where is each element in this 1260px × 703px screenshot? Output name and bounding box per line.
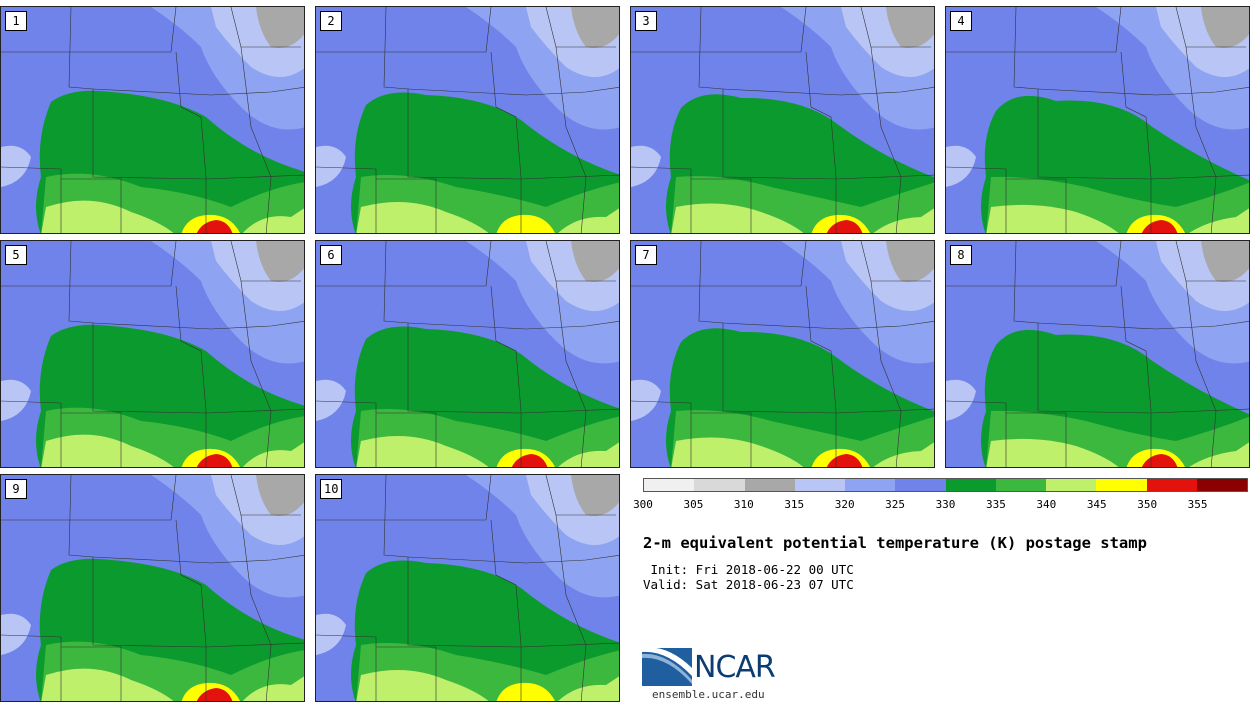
colorbar-tick-label: 310 xyxy=(733,498,754,511)
member-map-9 xyxy=(1,475,304,701)
colorbar-tick-label: 305 xyxy=(683,498,704,511)
colorbar-tick-label: 330 xyxy=(935,498,956,511)
member-label: 8 xyxy=(950,245,972,265)
member-panel-3: 3 xyxy=(630,6,935,234)
colorbar-tick-label: 325 xyxy=(885,498,906,511)
colorbar-segment xyxy=(744,479,795,491)
member-label: 6 xyxy=(320,245,342,265)
member-panel-6: 6 xyxy=(315,240,620,468)
member-map-10 xyxy=(316,475,619,701)
member-map-3 xyxy=(631,7,934,233)
colorbar-segment xyxy=(694,479,745,491)
member-label: 4 xyxy=(950,11,972,31)
member-label: 7 xyxy=(635,245,657,265)
member-panel-8: 8 xyxy=(945,240,1250,468)
colorbar-tick-label: 345 xyxy=(1086,498,1107,511)
colorbar-tick-label: 355 xyxy=(1187,498,1208,511)
colorbar-segment xyxy=(945,479,996,491)
member-map-5 xyxy=(1,241,304,467)
logo-url: ensemble.ucar.edu xyxy=(652,688,765,701)
member-label: 1 xyxy=(5,11,27,31)
colorbar-tick-label: 315 xyxy=(784,498,805,511)
plot-title: 2-m equivalent potential temperature (K)… xyxy=(643,534,1147,552)
member-label: 5 xyxy=(5,245,27,265)
member-panel-4: 4 xyxy=(945,6,1250,234)
colorbar-tick-label: 350 xyxy=(1137,498,1158,511)
member-panel-9: 9 xyxy=(0,474,305,702)
colorbar-segment xyxy=(1096,479,1147,491)
colorbar-segment xyxy=(995,479,1046,491)
init-time: Init: Fri 2018-06-22 00 UTC xyxy=(643,562,854,577)
colorbar-tick-label: 335 xyxy=(985,498,1006,511)
colorbar-tick-label: 320 xyxy=(834,498,855,511)
colorbar-segment xyxy=(845,479,896,491)
member-label: 3 xyxy=(635,11,657,31)
member-label: 2 xyxy=(320,11,342,31)
member-map-1 xyxy=(1,7,304,233)
member-panel-5: 5 xyxy=(0,240,305,468)
member-map-4 xyxy=(946,7,1249,233)
colorbar-segment xyxy=(644,479,695,491)
colorbar-segment xyxy=(895,479,946,491)
member-panel-1: 1 xyxy=(0,6,305,234)
colorbar-segment xyxy=(1046,479,1097,491)
member-panel-2: 2 xyxy=(315,6,620,234)
colorbar-tick-label: 300 xyxy=(633,498,653,511)
member-panel-10: 10 xyxy=(315,474,620,702)
ncar-logo: NCAR xyxy=(642,646,802,698)
member-map-8 xyxy=(946,241,1249,467)
logo-text: NCAR xyxy=(694,650,776,685)
member-panel-7: 7 xyxy=(630,240,935,468)
valid-time: Valid: Sat 2018-06-23 07 UTC xyxy=(643,577,854,592)
member-label: 10 xyxy=(320,479,343,499)
colorbar-segment xyxy=(1146,479,1197,491)
colorbar-segment xyxy=(1196,479,1247,491)
member-map-7 xyxy=(631,241,934,467)
member-label: 9 xyxy=(5,479,27,499)
colorbar-segment xyxy=(794,479,845,491)
member-map-2 xyxy=(316,7,619,233)
ncar-swoosh-icon xyxy=(642,647,692,686)
member-map-6 xyxy=(316,241,619,467)
colorbar xyxy=(643,478,1248,492)
colorbar-tick-label: 340 xyxy=(1036,498,1057,511)
